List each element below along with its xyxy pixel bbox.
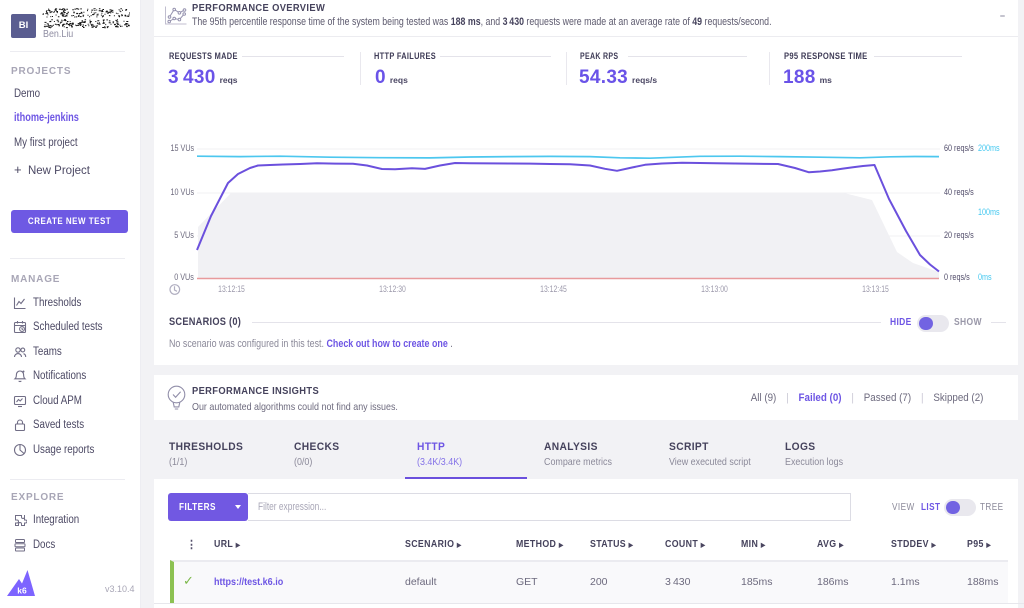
svg-text:k6: k6 bbox=[17, 586, 27, 596]
